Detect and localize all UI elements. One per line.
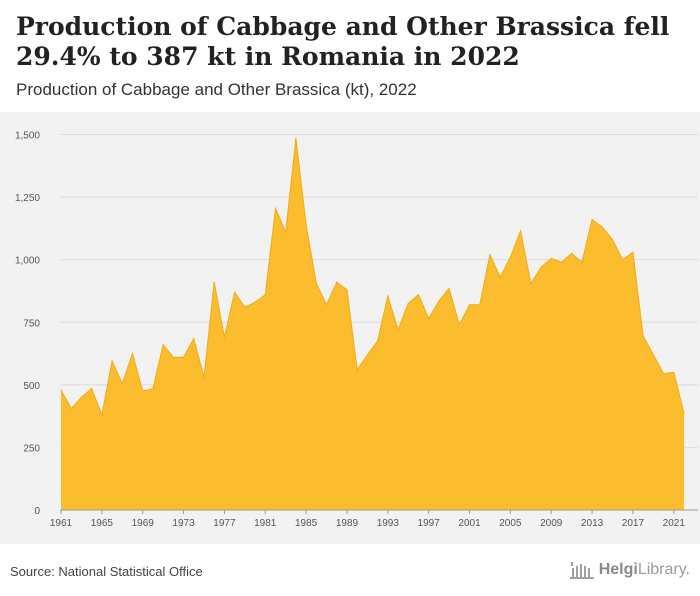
data-point [325, 304, 328, 306]
data-point [213, 281, 215, 283]
y-tick-label: 250 [23, 443, 40, 454]
data-point [274, 207, 277, 209]
data-point [305, 224, 307, 226]
data-point [489, 254, 491, 256]
data-point [458, 324, 460, 326]
data-point [172, 356, 174, 358]
data-point [540, 266, 542, 268]
x-tick-label: 1973 [172, 518, 195, 529]
data-point [642, 335, 644, 337]
data-point [468, 304, 471, 306]
data-point [632, 251, 634, 253]
data-point [571, 252, 573, 255]
data-point [601, 226, 603, 228]
data-point [152, 387, 154, 390]
x-tick-label: 1977 [213, 518, 236, 529]
y-tick-label: 1,500 [15, 131, 40, 142]
data-point [407, 302, 409, 305]
data-point [254, 301, 256, 303]
data-point [591, 219, 593, 221]
area-series [61, 138, 684, 510]
data-point [438, 300, 440, 302]
x-tick-label: 2021 [663, 518, 686, 529]
data-point [356, 369, 358, 371]
area-chart: 0 250 500 750 1,000 1,250 1,500 1961 1965 1969 197… [15, 131, 698, 529]
x-tick-label: 2009 [540, 518, 563, 529]
x-tick-label: 2013 [581, 518, 604, 529]
x-tick-label: 1997 [418, 518, 441, 529]
data-point [346, 289, 348, 291]
data-point [121, 382, 123, 385]
data-point [377, 340, 379, 342]
data-point [336, 281, 338, 283]
library-building-icon [569, 562, 594, 579]
y-tick-label: 1,250 [15, 193, 40, 204]
area-series-line [60, 138, 685, 417]
x-tick-label: 2005 [499, 518, 522, 529]
data-point [397, 329, 399, 331]
chart-subtitle: Production of Cabbage and Other Brassica… [16, 80, 417, 99]
data-point [203, 376, 205, 378]
data-point [530, 282, 532, 285]
x-tick-label: 2017 [622, 518, 645, 529]
y-tick-label: 500 [23, 381, 40, 392]
data-point [193, 337, 195, 340]
data-point [509, 256, 511, 258]
x-tick-label: 1989 [336, 518, 359, 529]
data-point [428, 317, 430, 320]
data-point [234, 291, 236, 293]
data-point [387, 295, 389, 297]
header: Production of Cabbage and Other Brassica… [0, 0, 700, 112]
data-point [581, 261, 583, 263]
data-point [285, 231, 287, 233]
data-point [683, 412, 685, 414]
data-point [673, 371, 675, 373]
data-point [560, 261, 563, 263]
data-point [662, 372, 665, 375]
data-point [142, 390, 144, 392]
data-point [295, 137, 297, 139]
data-point [162, 344, 164, 346]
data-point [366, 354, 368, 356]
x-tick-label: 1985 [295, 518, 318, 529]
data-point [315, 282, 317, 285]
data-point [91, 387, 93, 390]
data-point [111, 360, 113, 362]
y-tick-label: 0 [34, 506, 40, 517]
data-point [131, 352, 134, 355]
x-tick-label: 1993 [377, 518, 400, 529]
data-point [499, 276, 501, 278]
data-point [550, 257, 552, 260]
x-tick-label: 1965 [91, 518, 114, 529]
y-tick-label: 750 [23, 318, 40, 329]
brand-logo: HelgiLibrary. [569, 560, 690, 580]
chart-area: 0 250 500 750 1,000 1,250 1,500 1961 1965 1969 197… [0, 112, 700, 544]
brand-name: HelgiLibrary. [598, 561, 690, 578]
data-point [70, 408, 72, 410]
data-point [244, 306, 246, 308]
x-tick-label: 1981 [254, 518, 277, 529]
data-point [448, 287, 450, 290]
data-point [223, 336, 226, 338]
source-note: Source: National Statistical Office [10, 564, 203, 579]
data-point [182, 356, 185, 358]
data-point [622, 259, 624, 261]
footer: Source: National Statistical Office Helg… [0, 544, 700, 596]
x-tick-label: 2001 [458, 518, 481, 529]
data-point [264, 294, 266, 296]
data-point [611, 239, 614, 241]
y-tick-label: 1,000 [15, 256, 40, 267]
data-point [519, 230, 522, 232]
data-point [652, 354, 654, 356]
data-point [417, 294, 420, 296]
data-point [479, 304, 481, 306]
data-point [101, 414, 103, 416]
data-point [80, 396, 83, 398]
x-tick-label: 1961 [50, 518, 73, 529]
x-tick-label: 1969 [132, 518, 155, 529]
page-title: Production of Cabbage and Other Brassica… [16, 12, 670, 71]
data-point [60, 389, 62, 391]
